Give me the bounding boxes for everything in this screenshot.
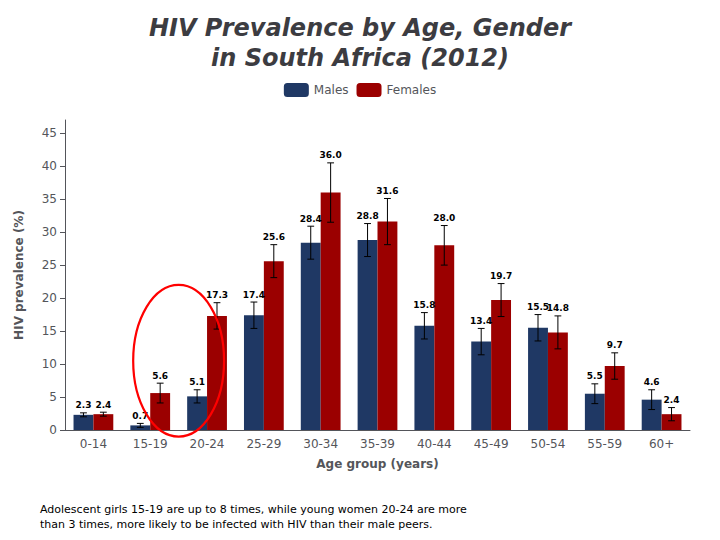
- svg-text:17.4: 17.4: [243, 290, 265, 300]
- svg-text:55-59: 55-59: [587, 437, 622, 451]
- svg-text:35-39: 35-39: [360, 437, 395, 451]
- svg-text:15-19: 15-19: [133, 437, 168, 451]
- svg-text:15.8: 15.8: [413, 300, 435, 310]
- svg-text:40-44: 40-44: [417, 437, 452, 451]
- svg-text:25: 25: [42, 258, 57, 272]
- svg-text:25.6: 25.6: [263, 232, 285, 242]
- svg-text:Females: Females: [387, 83, 437, 97]
- svg-text:28.8: 28.8: [356, 211, 378, 221]
- svg-text:17.3: 17.3: [206, 290, 228, 300]
- svg-text:35: 35: [42, 192, 57, 206]
- svg-text:15.5: 15.5: [527, 302, 549, 312]
- svg-text:HIV Prevalence by Age, Gender: HIV Prevalence by Age, Gender: [149, 14, 573, 42]
- svg-text:than 3 times, more likely to b: than 3 times, more likely to be infected…: [40, 518, 433, 531]
- svg-text:Males: Males: [314, 83, 349, 97]
- svg-text:20-24: 20-24: [190, 437, 225, 451]
- svg-text:in South Africa (2012): in South Africa (2012): [211, 44, 509, 72]
- svg-text:50-54: 50-54: [531, 437, 566, 451]
- svg-text:0: 0: [49, 423, 57, 437]
- svg-text:60+: 60+: [649, 437, 674, 451]
- svg-text:4.6: 4.6: [644, 377, 660, 387]
- svg-text:0-14: 0-14: [80, 437, 107, 451]
- svg-text:45-49: 45-49: [474, 437, 509, 451]
- svg-text:Age group (years): Age group (years): [316, 457, 438, 471]
- svg-text:28.0: 28.0: [433, 213, 455, 223]
- svg-text:9.7: 9.7: [607, 340, 623, 350]
- svg-text:36.0: 36.0: [320, 150, 342, 160]
- svg-text:HIV prevalence (%): HIV prevalence (%): [12, 210, 26, 340]
- svg-text:14.8: 14.8: [547, 303, 569, 313]
- svg-text:40: 40: [42, 159, 57, 173]
- svg-text:10: 10: [42, 357, 57, 371]
- svg-text:28.4: 28.4: [300, 214, 322, 224]
- svg-text:15: 15: [42, 324, 57, 338]
- svg-text:13.4: 13.4: [470, 316, 492, 326]
- svg-text:45: 45: [42, 126, 57, 140]
- svg-text:31.6: 31.6: [376, 186, 398, 196]
- svg-text:2.4: 2.4: [664, 395, 680, 405]
- svg-text:Adolescent girls 15-19 are up: Adolescent girls 15-19 are up to 8 times…: [40, 503, 467, 516]
- svg-text:0.7: 0.7: [132, 410, 149, 421]
- svg-text:5.6: 5.6: [152, 371, 168, 381]
- svg-text:25-29: 25-29: [246, 437, 281, 451]
- svg-text:2.3: 2.3: [75, 400, 91, 410]
- svg-text:5: 5: [49, 390, 57, 404]
- svg-text:19.7: 19.7: [490, 271, 512, 281]
- svg-text:5.5: 5.5: [587, 371, 603, 381]
- svg-text:30-34: 30-34: [303, 437, 338, 451]
- svg-text:2.4: 2.4: [95, 400, 111, 410]
- svg-text:5.1: 5.1: [189, 377, 205, 387]
- svg-text:20: 20: [42, 291, 57, 305]
- svg-text:30: 30: [42, 225, 57, 239]
